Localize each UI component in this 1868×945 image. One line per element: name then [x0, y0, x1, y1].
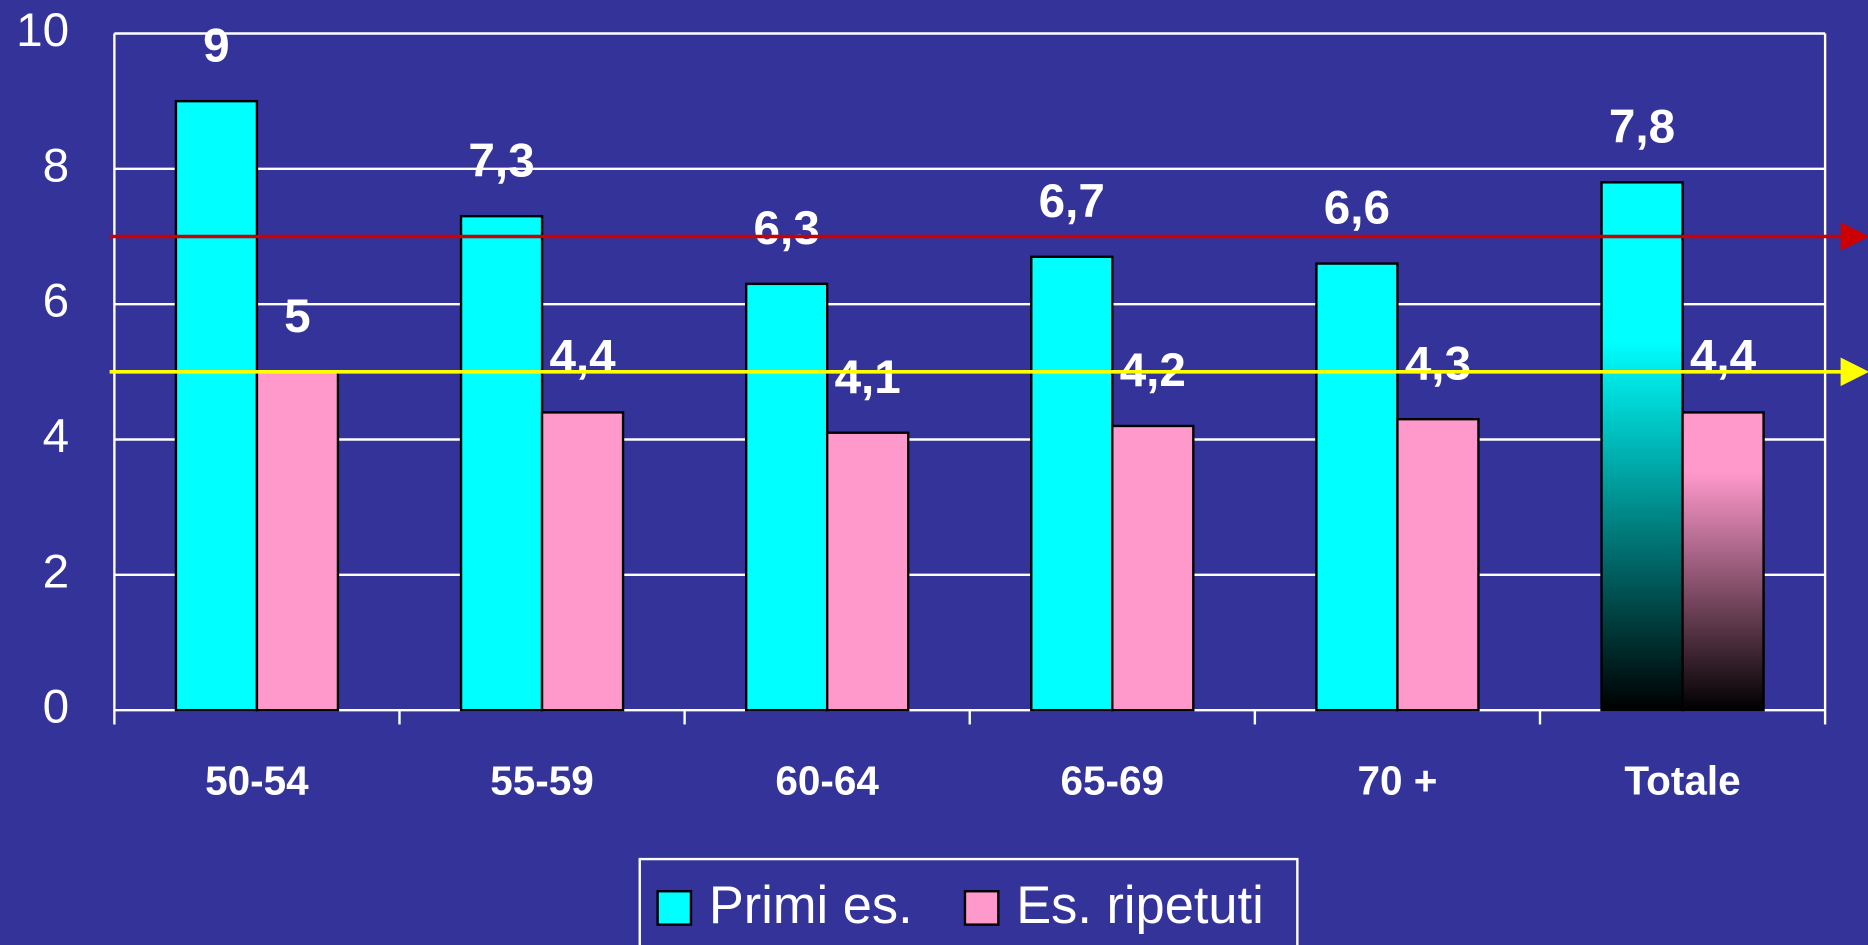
value-label: 4,4: [549, 331, 616, 384]
y-tick-label: 4: [43, 410, 70, 463]
x-tick-label: 55-59: [490, 758, 594, 804]
bar: [1315, 262, 1399, 712]
value-label: 4,4: [1690, 331, 1757, 384]
bar: [1600, 181, 1684, 712]
x-tick-label: 70 +: [1357, 758, 1437, 804]
bar: [540, 411, 625, 712]
bar: [1396, 418, 1480, 712]
value-label: 6,7: [1039, 175, 1105, 228]
x-tick-label: 65-69: [1061, 758, 1165, 804]
value-label: 9: [203, 19, 230, 72]
legend-box: [638, 857, 1299, 945]
x-tick-label: 50-54: [205, 758, 309, 804]
bar: [174, 99, 259, 712]
y-tick-label: 0: [43, 681, 70, 734]
y-tick-label: 2: [43, 545, 70, 598]
legend-swatch: [963, 890, 1000, 926]
legend-swatch: [656, 890, 693, 926]
y-tick-label: 6: [43, 275, 70, 328]
value-label: 6,6: [1324, 182, 1390, 235]
value-label: 7,3: [468, 134, 534, 187]
bar: [1030, 255, 1114, 712]
bar: [1681, 411, 1765, 712]
bar: [1111, 424, 1195, 712]
y-tick-label: 8: [43, 139, 70, 192]
x-tick-label: Totale: [1624, 758, 1740, 804]
bar: [825, 431, 910, 712]
value-label: 5: [284, 290, 311, 343]
value-label: 4,3: [1405, 337, 1471, 390]
bar: [255, 370, 340, 712]
value-label: 4,1: [835, 351, 901, 404]
legend-label: Es. ripetuti: [1016, 877, 1264, 935]
legend-label: Primi es.: [709, 877, 913, 935]
value-label: 7,8: [1609, 101, 1675, 154]
y-tick-label: 10: [16, 4, 69, 57]
bar: [744, 282, 829, 712]
bar: [459, 215, 544, 712]
value-label: 6,3: [754, 202, 820, 255]
x-tick-label: 60-64: [775, 758, 879, 804]
